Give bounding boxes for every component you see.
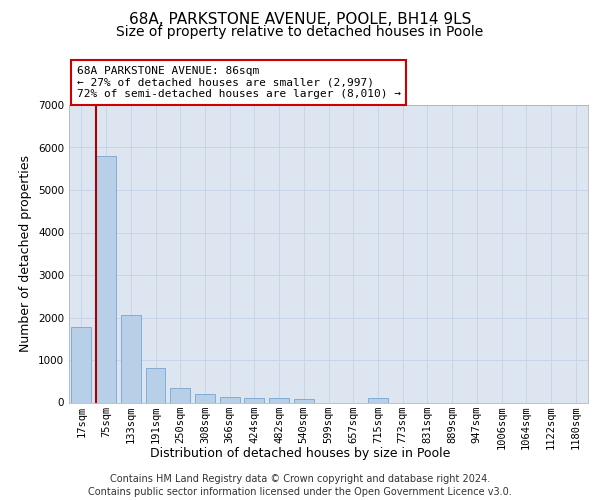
Bar xyxy=(170,388,190,402)
Bar xyxy=(269,398,289,402)
Bar xyxy=(368,398,388,402)
Bar xyxy=(146,368,166,402)
Bar xyxy=(96,156,116,402)
Text: 68A PARKSTONE AVENUE: 86sqm
← 27% of detached houses are smaller (2,997)
72% of : 68A PARKSTONE AVENUE: 86sqm ← 27% of det… xyxy=(77,66,401,99)
Bar xyxy=(294,399,314,402)
Text: Distribution of detached houses by size in Poole: Distribution of detached houses by size … xyxy=(150,448,450,460)
Text: Size of property relative to detached houses in Poole: Size of property relative to detached ho… xyxy=(116,25,484,39)
Bar xyxy=(121,315,140,402)
Y-axis label: Number of detached properties: Number of detached properties xyxy=(19,155,32,352)
Bar xyxy=(244,398,264,402)
Text: Contains HM Land Registry data © Crown copyright and database right 2024.: Contains HM Land Registry data © Crown c… xyxy=(110,474,490,484)
Bar xyxy=(71,327,91,402)
Bar xyxy=(195,394,215,402)
Text: Contains public sector information licensed under the Open Government Licence v3: Contains public sector information licen… xyxy=(88,487,512,497)
Text: 68A, PARKSTONE AVENUE, POOLE, BH14 9LS: 68A, PARKSTONE AVENUE, POOLE, BH14 9LS xyxy=(129,12,471,28)
Bar xyxy=(220,397,239,402)
